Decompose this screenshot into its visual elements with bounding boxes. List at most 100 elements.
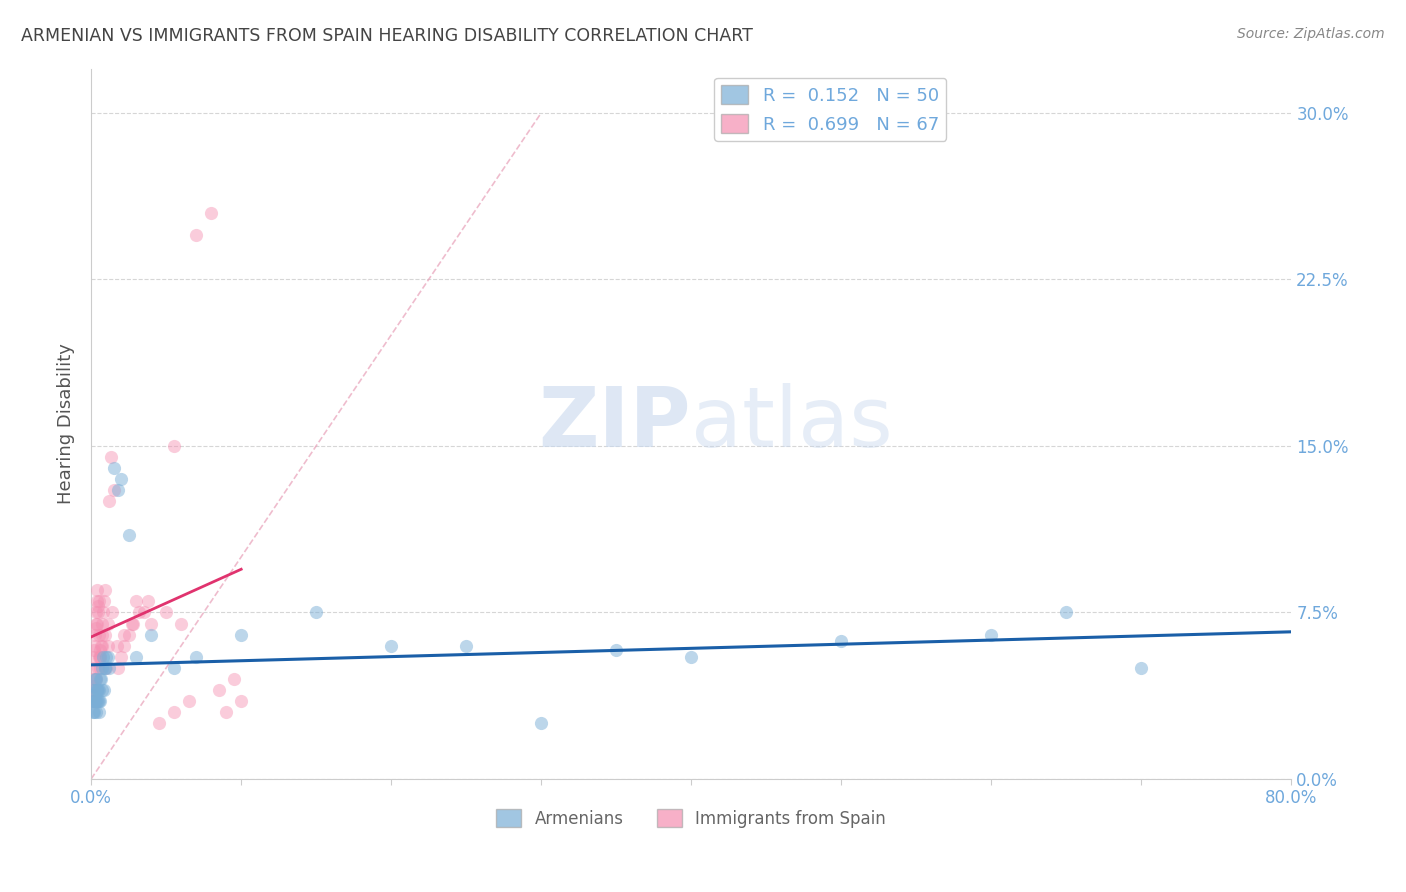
Point [90, 639, 112, 653]
Point [100, 450, 122, 464]
Point [89, 661, 111, 675]
Point [91, 649, 114, 664]
Point [87, 694, 110, 708]
Point [86, 694, 108, 708]
Point [163, 706, 186, 720]
Point [605, 643, 627, 657]
Point [80, 694, 103, 708]
Point [112, 639, 135, 653]
Point [97, 639, 120, 653]
Point [83, 672, 105, 686]
Point [93, 594, 115, 608]
Point [82, 672, 104, 686]
Point [87, 661, 110, 675]
Point [121, 616, 143, 631]
Point [305, 606, 328, 620]
Point [89, 649, 111, 664]
Point [222, 672, 245, 686]
Point [200, 206, 222, 220]
Point [87, 694, 110, 708]
Point [101, 606, 124, 620]
Point [83, 694, 105, 708]
Point [86, 594, 108, 608]
Point [87, 706, 110, 720]
Point [84, 627, 107, 641]
Point [89, 672, 111, 686]
Point [91, 639, 114, 653]
Point [90, 661, 112, 675]
Point [980, 627, 1002, 641]
Point [186, 649, 208, 664]
Point [148, 716, 170, 731]
Point [155, 606, 177, 620]
Legend: Armenians, Immigrants from Spain: Armenians, Immigrants from Spain [489, 803, 893, 835]
Point [98, 661, 121, 675]
Point [89, 649, 111, 664]
Point [105, 639, 128, 653]
Point [93, 583, 115, 598]
Point [177, 694, 200, 708]
Point [380, 639, 402, 653]
Point [82, 706, 104, 720]
Point [1054, 606, 1077, 620]
Point [98, 494, 121, 508]
Point [96, 649, 118, 664]
Point [830, 634, 852, 648]
Point [87, 599, 110, 613]
Point [87, 627, 110, 641]
Point [83, 649, 105, 664]
Point [84, 621, 107, 635]
Point [89, 694, 111, 708]
Point [170, 616, 193, 631]
Point [87, 683, 110, 698]
Point [86, 683, 108, 698]
Point [208, 683, 231, 698]
Point [231, 694, 253, 708]
Point [118, 627, 141, 641]
Point [82, 679, 104, 693]
Point [128, 606, 150, 620]
Point [86, 616, 108, 631]
Point [83, 643, 105, 657]
Point [125, 649, 148, 664]
Text: ARMENIAN VS IMMIGRANTS FROM SPAIN HEARING DISABILITY CORRELATION CHART: ARMENIAN VS IMMIGRANTS FROM SPAIN HEARIN… [21, 27, 754, 45]
Point [93, 627, 115, 641]
Point [110, 649, 132, 664]
Point [231, 627, 253, 641]
Text: Source: ZipAtlas.com: Source: ZipAtlas.com [1237, 27, 1385, 41]
Point [107, 661, 129, 675]
Text: ZIP: ZIP [538, 384, 692, 464]
Point [90, 627, 112, 641]
Point [132, 606, 155, 620]
Point [89, 683, 111, 698]
Point [83, 661, 105, 675]
Point [84, 672, 107, 686]
Point [83, 639, 105, 653]
Point [86, 683, 108, 698]
Point [84, 694, 107, 708]
Point [136, 594, 159, 608]
Point [125, 594, 148, 608]
Point [96, 661, 118, 675]
Point [94, 661, 117, 675]
Point [681, 649, 703, 664]
Point [87, 606, 110, 620]
Point [89, 649, 111, 664]
Point [456, 639, 478, 653]
Point [103, 461, 125, 475]
Point [97, 616, 120, 631]
Point [93, 661, 115, 675]
Point [215, 706, 238, 720]
Point [91, 606, 114, 620]
Point [82, 683, 104, 698]
Point [163, 439, 186, 453]
Point [89, 643, 111, 657]
Point [141, 627, 163, 641]
Point [86, 606, 108, 620]
Point [82, 694, 104, 708]
Point [86, 583, 108, 598]
Point [97, 649, 120, 664]
Point [107, 483, 129, 498]
Point [112, 627, 135, 641]
Point [530, 716, 553, 731]
